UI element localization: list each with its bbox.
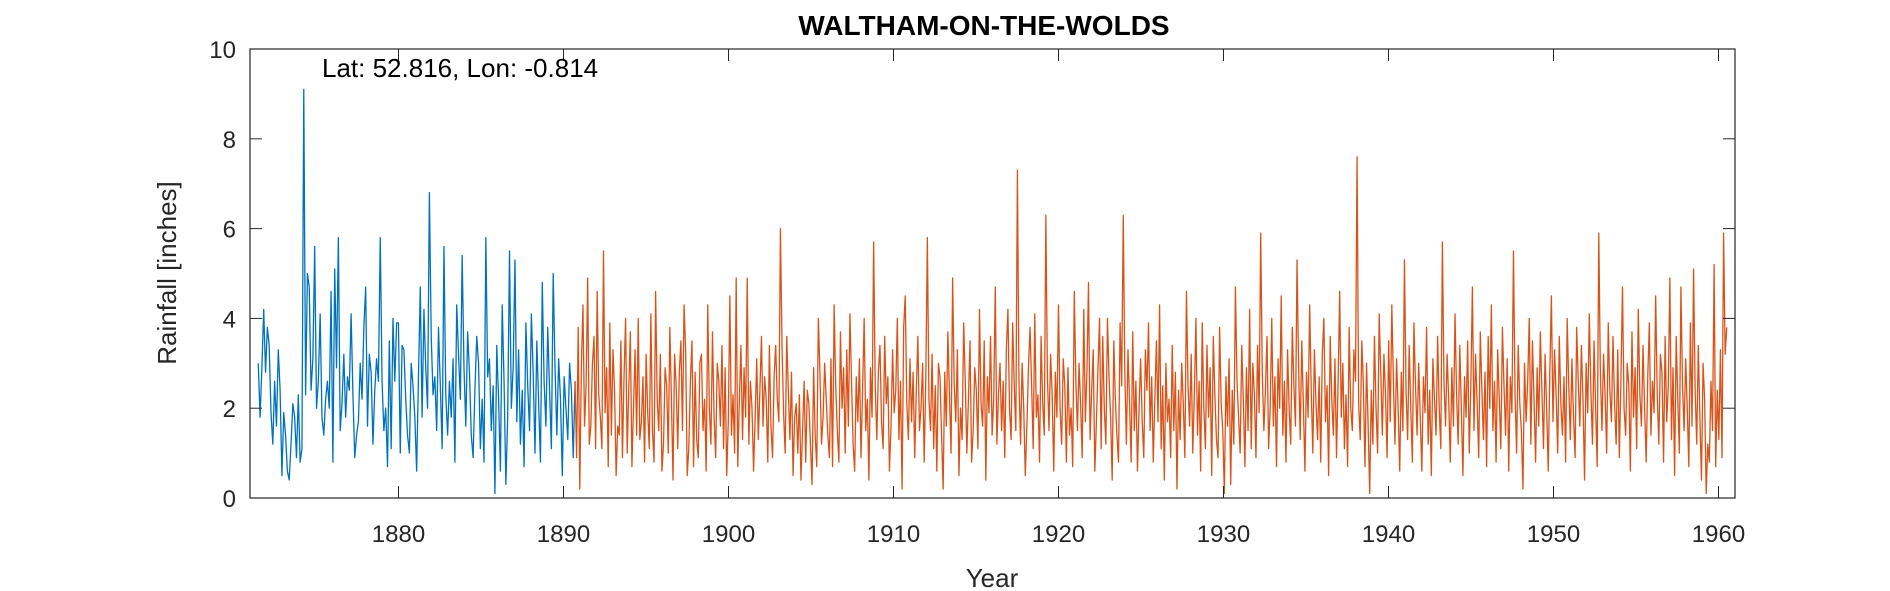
series-layer bbox=[257, 88, 1728, 495]
chart-title: WALTHAM-ON-THE-WOLDS bbox=[798, 10, 1169, 41]
y-tick-label: 8 bbox=[223, 127, 236, 154]
x-tick-label: 1940 bbox=[1362, 521, 1415, 548]
plot-area: 1880 1890 1900 1910 1920 1930 1940 1950 1960 0 2 4 6… bbox=[209, 37, 1745, 548]
y-axis-label: Rainfall [inches] bbox=[152, 181, 182, 365]
x-tick-label: 1880 bbox=[372, 521, 425, 548]
x-tick-label: 1910 bbox=[867, 521, 920, 548]
y-tick-label: 10 bbox=[209, 37, 236, 64]
series-line-1 bbox=[257, 88, 576, 495]
ticks-layer: 1880 1890 1900 1910 1920 1930 1940 1950 1960 0 2 4 6… bbox=[209, 37, 1745, 548]
location-annotation: Lat: 52.816, Lon: -0.814 bbox=[322, 53, 598, 83]
series-line-2 bbox=[574, 156, 1728, 495]
x-tick-label: 1950 bbox=[1527, 521, 1580, 548]
x-tick-label: 1900 bbox=[702, 521, 755, 548]
x-tick-label: 1960 bbox=[1692, 521, 1745, 548]
y-tick-label: 6 bbox=[223, 217, 236, 244]
x-axis-label: Year bbox=[966, 563, 1019, 591]
x-tick-label: 1930 bbox=[1197, 521, 1250, 548]
x-tick-label: 1920 bbox=[1032, 521, 1085, 548]
y-tick-label: 2 bbox=[223, 396, 236, 423]
y-tick-label: 0 bbox=[223, 486, 236, 513]
y-tick-label: 4 bbox=[223, 306, 236, 333]
x-tick-label: 1890 bbox=[537, 521, 590, 548]
